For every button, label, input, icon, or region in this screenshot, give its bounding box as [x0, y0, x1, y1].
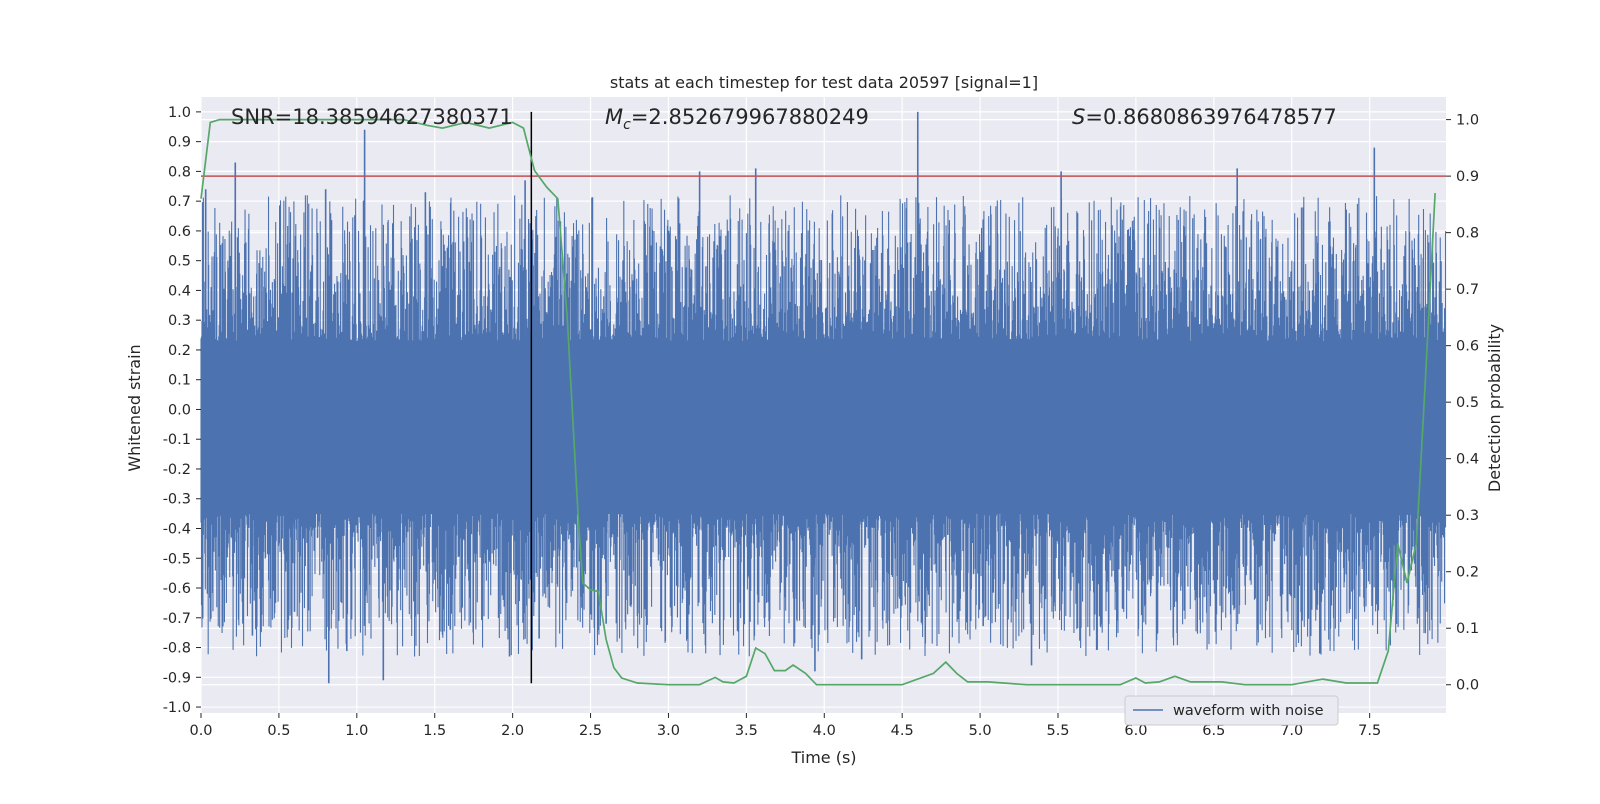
x-tick-label: 7.0 [1280, 723, 1303, 739]
x-tick-label: 1.5 [423, 723, 446, 739]
y-axis-left-ticks: 1.0 0.9 0.8 0.7 0.6 0.5 0.4 0.3 0.2 0.1 0.0 -0.1 -0.… [163, 105, 201, 716]
x-tick-label: 4.0 [813, 723, 836, 739]
y-left-tick-label: 0.9 [168, 135, 191, 151]
x-tick-label: 5.0 [969, 723, 992, 739]
y-right-tick-label: 0.9 [1456, 169, 1479, 185]
x-tick-label: 3.0 [657, 723, 680, 739]
y-right-tick-label: 0.6 [1456, 339, 1479, 355]
y-left-tick-label: -0.2 [163, 462, 191, 478]
y-left-tick-label: 0.8 [168, 164, 191, 180]
legend-box [1124, 695, 1339, 726]
x-tick-label: 0.5 [267, 723, 290, 739]
y-left-tick-label: 1.0 [168, 105, 191, 121]
chirp-mass-annotation: Mc=2.852679967880249 [605, 105, 869, 133]
x-tick-label: 6.5 [1202, 723, 1225, 739]
chart-title: stats at each timestep for test data 205… [610, 73, 1038, 92]
y-left-tick-label: 0.6 [168, 224, 191, 240]
x-tick-label: 0.0 [189, 723, 212, 739]
y-left-tick-label: -0.3 [163, 492, 191, 508]
x-tick-label: 5.5 [1046, 723, 1069, 739]
y-axis-right-ticks: 1.0 0.9 0.8 0.7 0.6 0.5 0.4 0.3 0.2 0.1 0.0 [1446, 113, 1479, 694]
y-left-tick-label: 0.4 [168, 283, 191, 299]
y-right-tick-label: 1.0 [1456, 113, 1479, 129]
y-right-tick-label: 0.4 [1456, 452, 1479, 468]
x-axis-label: Time (s) [790, 748, 856, 767]
y-left-tick-label: -0.6 [163, 581, 191, 597]
y-left-tick-label: -0.7 [163, 611, 191, 627]
waveform-series [200, 111, 1447, 684]
y-left-tick-label: 0.3 [168, 313, 191, 329]
y-right-tick-label: 0.5 [1456, 395, 1479, 411]
y-left-tick-label: -0.1 [163, 432, 191, 448]
y-right-tick-label: 0.1 [1456, 621, 1479, 637]
x-tick-label: 6.0 [1124, 723, 1147, 739]
x-tick-label: 2.5 [579, 723, 602, 739]
legend: waveform with noise [1124, 695, 1339, 726]
probability-series [200, 111, 1446, 686]
x-tick-label: 7.5 [1358, 723, 1381, 739]
y-right-tick-label: 0.3 [1456, 508, 1479, 524]
waveform-core-band [201, 341, 1446, 514]
x-tick-label: 3.5 [735, 723, 758, 739]
y-right-tick-label: 0.0 [1456, 678, 1479, 694]
x-tick-label: 4.5 [891, 723, 914, 739]
y-left-tick-label: -0.5 [163, 551, 191, 567]
y-left-tick-label: 0.1 [168, 373, 191, 389]
score-annotation: S=0.8680863976478577 [1072, 105, 1337, 129]
y-left-tick-label: 0.7 [168, 194, 191, 210]
y-axis-right-label: Detection probability [1485, 324, 1504, 492]
y-left-tick-label: 0.0 [168, 402, 191, 418]
detection-probability-line [200, 118, 1436, 686]
y-right-tick-label: 0.2 [1456, 565, 1479, 581]
y-axis-left-label: Whitened strain [125, 344, 144, 471]
y-right-tick-label: 0.7 [1456, 282, 1479, 298]
snr-annotation: SNR=18.38594627380371 [231, 105, 513, 129]
y-left-tick-label: -0.4 [163, 521, 191, 537]
y-left-tick-label: 0.5 [168, 254, 191, 270]
y-right-tick-label: 0.8 [1456, 226, 1479, 242]
x-tick-label: 2.0 [501, 723, 524, 739]
y-left-tick-label: -0.9 [163, 670, 191, 686]
y-left-tick-label: -0.8 [163, 641, 191, 657]
y-left-tick-label: 0.2 [168, 343, 191, 359]
x-tick-label: 1.0 [345, 723, 368, 739]
legend-label-waveform: waveform with noise [1173, 703, 1324, 719]
y-left-tick-label: -1.0 [163, 700, 191, 716]
